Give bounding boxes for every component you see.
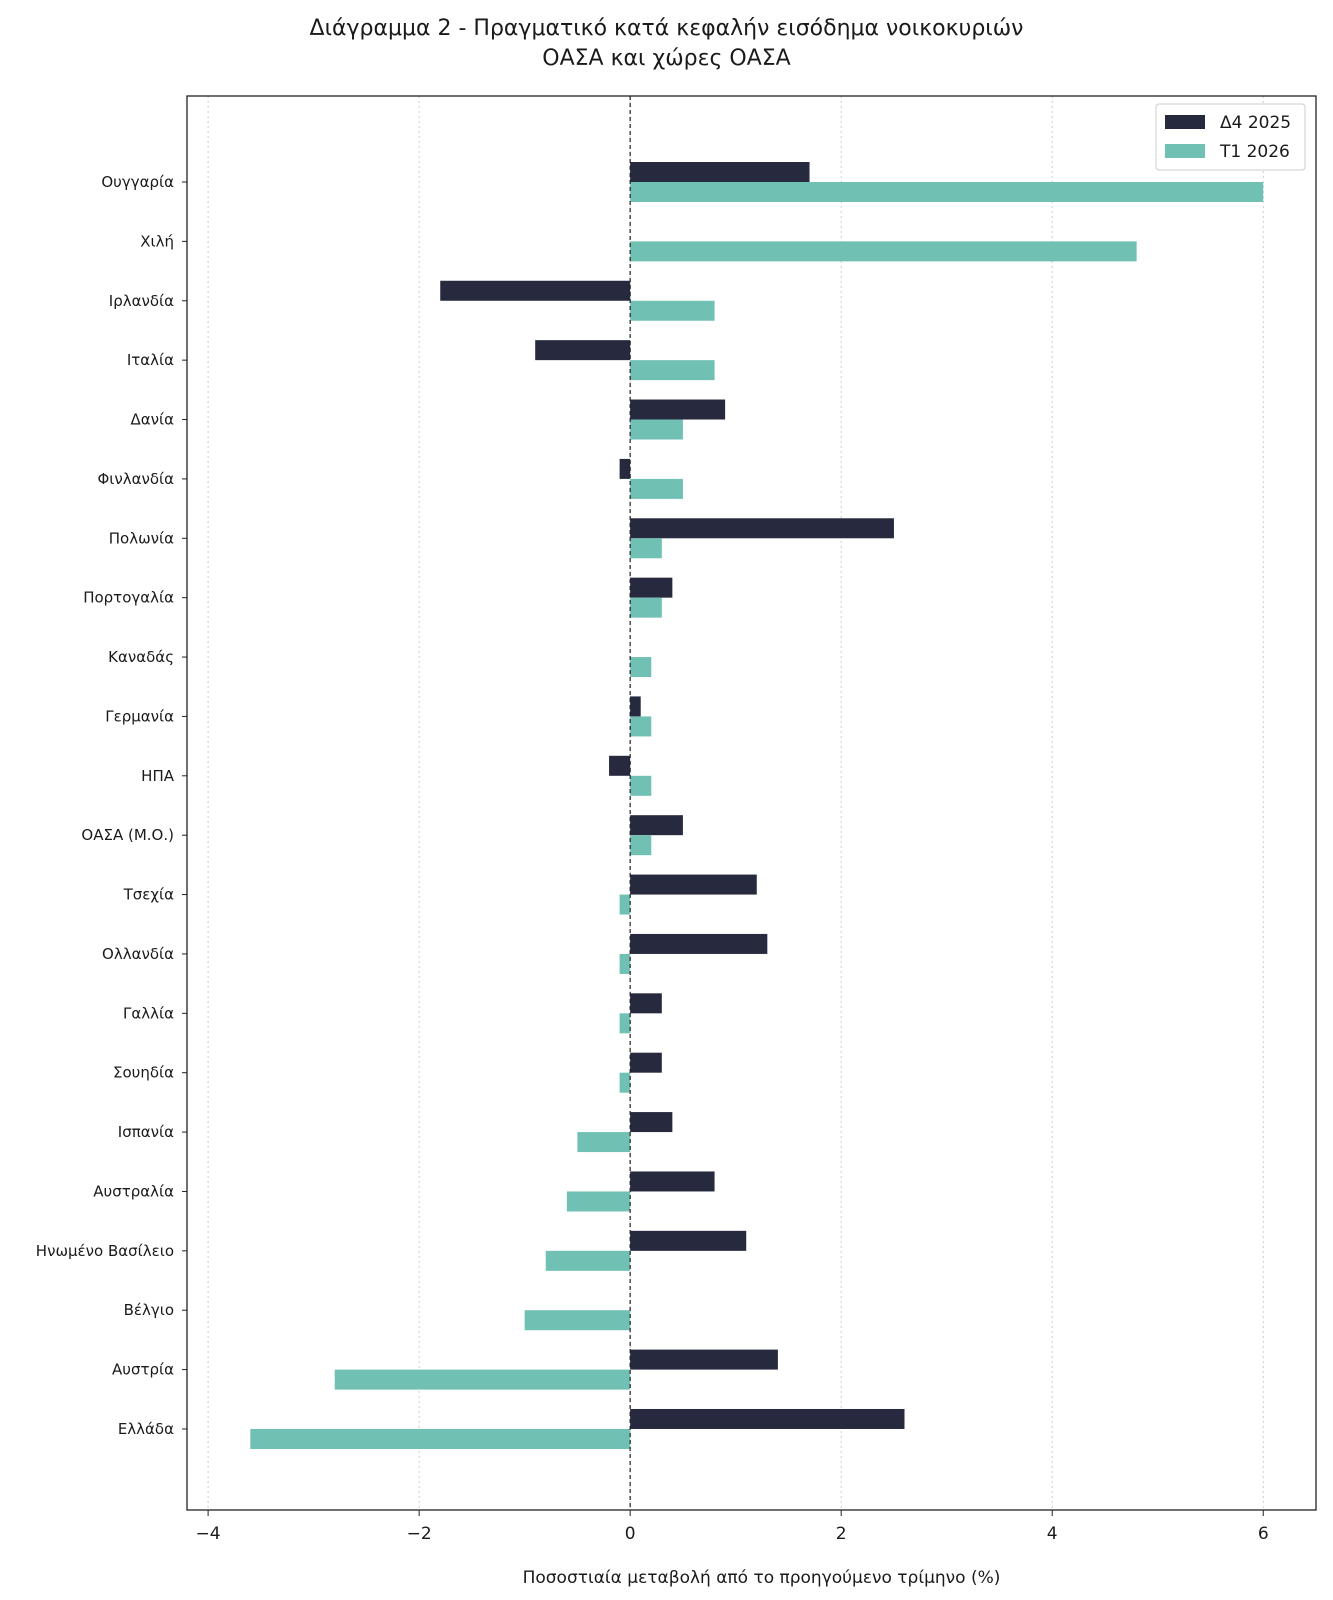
category-label: Πορτογαλία: [83, 589, 174, 607]
bar: [545, 1250, 631, 1271]
legend-label: Δ4 2025: [1220, 113, 1291, 133]
x-tick-label: 2: [836, 1524, 847, 1544]
bar: [619, 1072, 631, 1093]
category-label: Αυστραλία: [93, 1182, 174, 1200]
bar: [630, 1408, 905, 1429]
bar: [630, 1052, 662, 1073]
category-label: Καναδάς: [108, 648, 174, 666]
x-tick-label: 4: [1047, 1524, 1058, 1544]
category-label: Ολλανδία: [102, 945, 174, 963]
bar: [630, 716, 652, 737]
category-label: Ηνωμένο Βασίλειο: [36, 1242, 174, 1260]
category-label: Ουγγαρία: [101, 173, 174, 191]
bar: [630, 241, 1137, 262]
bar: [630, 419, 683, 440]
category-label: ΗΠΑ: [141, 767, 175, 785]
bar: [630, 1112, 673, 1133]
x-tick-label: 0: [625, 1524, 636, 1544]
x-tick-label: −2: [407, 1524, 432, 1544]
bar: [250, 1428, 631, 1449]
bar: [630, 597, 662, 618]
category-label: Ελλάδα: [118, 1420, 174, 1438]
bar: [535, 340, 631, 361]
bar: [609, 755, 631, 776]
chart-subtitle: ΟΑΣΑ και χώρες ΟΑΣΑ: [542, 46, 791, 71]
x-axis-label: Ποσοστιαία μεταβολή από το προηγούμενο τ…: [523, 1568, 1001, 1588]
bar: [630, 993, 662, 1014]
bar: [630, 300, 715, 321]
category-label: Ιρλανδία: [109, 292, 174, 310]
bar: [630, 577, 673, 598]
legend-swatch: [1165, 115, 1205, 129]
bar: [334, 1369, 631, 1390]
bar: [619, 1013, 631, 1034]
chart-title: Διάγραμμα 2 - Πραγματικό κατά κεφαλήν ει…: [309, 16, 1024, 41]
category-label: Σουηδία: [113, 1064, 174, 1082]
legend-swatch: [1165, 144, 1205, 158]
bar: [630, 815, 683, 836]
bar: [630, 399, 726, 420]
bar: [619, 894, 631, 915]
bar: [630, 933, 768, 954]
bar: [630, 657, 652, 678]
category-label: ΟΑΣΑ (Μ.Ο.): [81, 826, 174, 844]
bar: [630, 360, 715, 381]
bar: [524, 1310, 631, 1331]
bar: [630, 835, 652, 856]
bar: [619, 458, 631, 479]
x-tick-label: 6: [1258, 1524, 1269, 1544]
bar: [630, 538, 662, 559]
category-label: Πολωνία: [109, 529, 174, 547]
category-label: Αυστρία: [112, 1361, 174, 1379]
bar: [630, 518, 894, 539]
plot-frame: [186, 95, 1317, 1511]
category-label: Τσεχία: [123, 886, 175, 904]
bar: [630, 1171, 715, 1192]
bar: [619, 953, 631, 974]
legend-label: Τ1 2026: [1219, 142, 1290, 162]
bar: [440, 280, 631, 301]
bar: [630, 696, 641, 717]
bar: [630, 775, 652, 796]
category-label: Δανία: [131, 411, 175, 429]
x-tick-label: −4: [196, 1524, 221, 1544]
category-label: Γαλλία: [123, 1004, 174, 1022]
bar: [630, 162, 810, 182]
category-label: Ισπανία: [118, 1123, 174, 1141]
category-label: Ιταλία: [127, 351, 174, 369]
category-label: Φινλανδία: [97, 470, 174, 488]
bar: [566, 1191, 631, 1212]
bar: [630, 874, 757, 895]
bar: [630, 478, 683, 499]
bar: [577, 1132, 631, 1153]
category-label: Βέλγιο: [124, 1301, 174, 1319]
bar: [630, 1349, 778, 1370]
category-label: Χιλή: [140, 232, 174, 250]
category-label: Γερμανία: [105, 707, 174, 725]
bar: [630, 1230, 747, 1251]
bar: [630, 182, 1264, 202]
